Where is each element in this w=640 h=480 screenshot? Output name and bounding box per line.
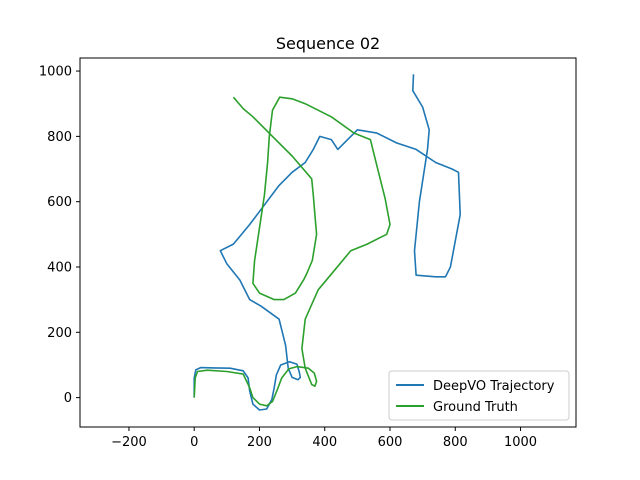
legend-label-ground-truth: Ground Truth <box>433 400 518 415</box>
y-tick-label: 600 <box>47 195 72 210</box>
x-tick-label: 800 <box>443 435 468 450</box>
series-line-1 <box>193 96 391 407</box>
x-tick-label: 600 <box>378 435 403 450</box>
plot-lines <box>193 74 462 411</box>
chart-title: Sequence 02 <box>276 34 380 53</box>
x-axis: −200 0 200 400 600 800 1000 <box>111 427 537 450</box>
y-tick-label: 1000 <box>39 65 72 80</box>
y-tick-label: 800 <box>47 130 72 145</box>
legend-label-deepvo: DeepVO Trajectory <box>433 379 555 394</box>
x-tick-label: 400 <box>312 435 337 450</box>
axes-frame <box>79 57 577 428</box>
y-tick-label: 400 <box>47 260 72 275</box>
y-axis: 0 200 400 600 800 1000 <box>39 65 80 406</box>
series-line-0 <box>193 74 462 411</box>
x-tick-label: −200 <box>111 435 147 450</box>
legend-box <box>388 370 570 421</box>
x-tick-label: 200 <box>247 435 272 450</box>
y-tick-label: 200 <box>47 326 72 341</box>
y-tick-label: 0 <box>64 391 72 406</box>
x-tick-label: 0 <box>190 435 198 450</box>
x-tick-label: 1000 <box>504 435 537 450</box>
legend: DeepVO Trajectory Ground Truth <box>388 370 570 421</box>
